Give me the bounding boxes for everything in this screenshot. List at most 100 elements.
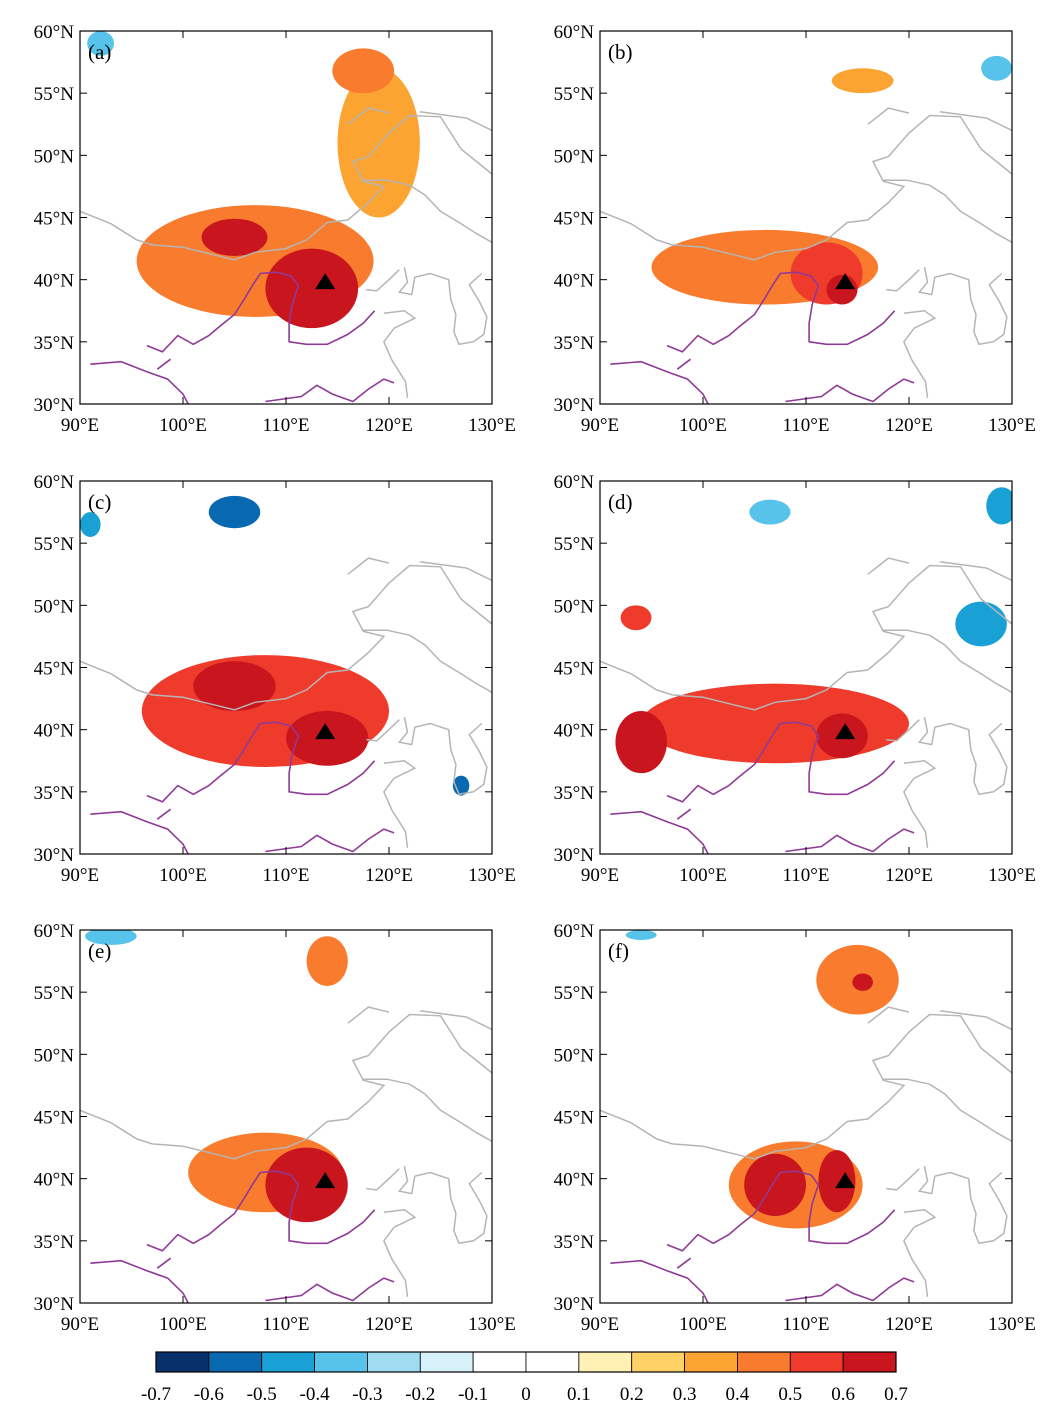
panel-label: (b): [608, 40, 633, 64]
river-line: [610, 810, 709, 854]
y-tick-label: 45°N: [554, 1108, 595, 1129]
colorbar-label: -0.3: [352, 1384, 382, 1405]
river-line: [265, 1277, 395, 1302]
country-border: [419, 561, 492, 582]
y-tick-label: 60°N: [554, 921, 595, 942]
station-triangle-icon: [315, 723, 336, 740]
correlation-region: [955, 601, 1007, 647]
colorbar-swatch: [789, 1351, 844, 1373]
river-line: [90, 1259, 189, 1303]
correlation-region: [201, 218, 268, 257]
map-plot-area: [80, 31, 492, 404]
country-border: [366, 1168, 400, 1191]
country-border: [397, 717, 488, 796]
x-tick-label: 110°E: [263, 1314, 310, 1335]
y-tick-label: 55°N: [34, 983, 75, 1004]
correlation-region: [749, 499, 791, 525]
correlation-region: [208, 495, 261, 529]
country-border: [397, 267, 488, 346]
colorbar-label: 0.2: [620, 1384, 644, 1405]
x-tick-label: 130°E: [988, 865, 1036, 886]
x-tick-label: 120°E: [365, 1314, 413, 1335]
correlation-region: [80, 512, 101, 537]
river-line: [666, 1170, 896, 1252]
colorbar-label: 0.3: [673, 1384, 697, 1405]
colorbar-frame: [155, 1351, 897, 1373]
correlation-region: [981, 55, 1012, 81]
country-border: [883, 1078, 1012, 1143]
x-tick-label: 130°E: [468, 415, 516, 436]
correlation-region: [625, 930, 657, 940]
x-tick-label: 120°E: [885, 415, 933, 436]
station-triangle-icon: [835, 273, 856, 290]
x-tick-label: 100°E: [679, 415, 727, 436]
country-border: [867, 557, 910, 575]
country-border: [383, 760, 417, 848]
x-tick-label: 130°E: [468, 1314, 516, 1335]
country-border: [867, 107, 910, 125]
country-border: [80, 1013, 492, 1160]
correlation-region: [620, 605, 652, 631]
country-border: [347, 107, 390, 125]
x-tick-label: 120°E: [365, 865, 413, 886]
map-background: [600, 930, 1012, 1303]
x-tick-label: 90°E: [61, 415, 99, 436]
correlation-region: [852, 973, 873, 991]
colorbar-label: 0.4: [726, 1384, 750, 1405]
river-line: [265, 828, 395, 853]
river-line: [265, 378, 395, 403]
y-tick-label: 30°N: [34, 845, 75, 866]
panel-label: (f): [608, 939, 629, 963]
country-border: [366, 719, 400, 742]
y-tick-label: 35°N: [34, 333, 75, 354]
map-plot-area: [600, 31, 1012, 404]
country-border: [939, 1010, 1012, 1031]
colorbar: -0.7 -0.6 -0.5 -0.4 -0.3 -0.2 -0.1 0 0.1 0.2 0.3 0.…: [141, 1351, 908, 1405]
y-tick-label: 35°N: [554, 1232, 595, 1253]
river-line: [785, 828, 915, 853]
correlation-region: [193, 661, 276, 712]
colorbar-swatch: [155, 1351, 210, 1373]
y-tick-label: 50°N: [554, 146, 595, 167]
station-triangle-icon: [835, 1172, 856, 1189]
river-line: [156, 358, 172, 370]
y-tick-label: 40°N: [34, 1170, 75, 1191]
colorbar-label: -0.4: [300, 1384, 331, 1405]
x-tick-label: 130°E: [988, 1314, 1036, 1335]
y-tick-label: 50°N: [34, 146, 75, 167]
panel-label: (e): [88, 939, 111, 963]
y-tick-label: 55°N: [34, 84, 75, 105]
y-tick-label: 40°N: [34, 721, 75, 742]
river-line: [156, 1257, 172, 1269]
y-tick-label: 40°N: [554, 721, 595, 742]
correlation-region: [337, 68, 420, 218]
y-tick-label: 35°N: [554, 783, 595, 804]
country-border: [363, 1078, 492, 1143]
country-border: [397, 1166, 488, 1245]
y-tick-label: 60°N: [34, 921, 75, 942]
x-tick-label: 120°E: [885, 865, 933, 886]
y-tick-label: 30°N: [34, 1294, 75, 1315]
colorbar-label: 0.5: [778, 1384, 802, 1405]
colorbar-label: 0.1: [567, 1384, 591, 1405]
river-line: [785, 1277, 915, 1302]
y-tick-label: 55°N: [554, 84, 595, 105]
correlation-region: [818, 1150, 856, 1213]
x-tick-label: 90°E: [581, 1314, 619, 1335]
y-tick-label: 50°N: [34, 1045, 75, 1066]
y-tick-label: 45°N: [34, 209, 75, 230]
correlation-region: [85, 930, 137, 945]
y-tick-label: 45°N: [554, 209, 595, 230]
river-line: [676, 1257, 692, 1269]
y-tick-label: 50°N: [34, 596, 75, 617]
country-border: [867, 1006, 910, 1024]
river-line: [676, 358, 692, 370]
river-line: [146, 1170, 376, 1252]
correlation-region: [306, 936, 348, 986]
country-border: [939, 561, 1012, 582]
y-tick-label: 55°N: [554, 534, 595, 555]
country-border: [886, 1168, 920, 1191]
river-line: [146, 271, 376, 353]
correlation-region: [280, 264, 343, 320]
country-border: [939, 111, 1012, 132]
